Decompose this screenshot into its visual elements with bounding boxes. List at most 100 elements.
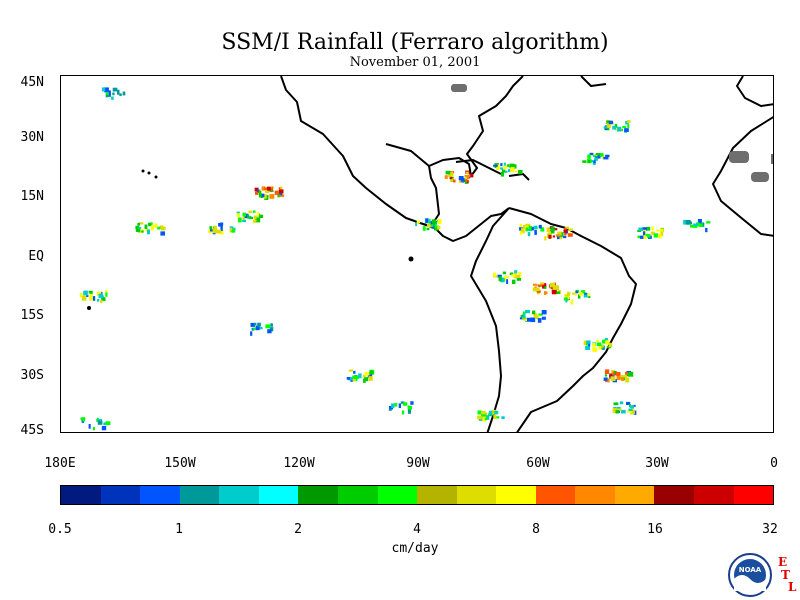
rain-pixel (615, 410, 619, 414)
rain-pixel (445, 170, 451, 175)
colorbar-tick-16: 16 (647, 522, 663, 537)
rain-pixel (620, 375, 625, 378)
rain-pixel (510, 166, 514, 169)
rain-pixel (650, 231, 655, 235)
colorbar-segment (575, 486, 615, 504)
rain-pixel (535, 287, 540, 291)
rain-pixel (269, 189, 274, 193)
rain-cluster (493, 270, 522, 285)
rain-pixel (141, 230, 144, 233)
rain-pixel (605, 154, 610, 158)
rain-pixel (542, 285, 546, 289)
rain-pixel (614, 124, 618, 128)
rain-pixel (353, 375, 357, 379)
rain-pixel (647, 226, 651, 231)
rain-cluster (388, 401, 414, 415)
hispaniola (508, 173, 530, 181)
lon-label-30w: 30W (645, 456, 669, 471)
rain-pixel (257, 190, 262, 194)
rain-pixel (508, 169, 511, 173)
lat-label-30s: 30S (20, 368, 44, 383)
rain-pixel (509, 163, 515, 169)
rain-pixel (504, 170, 508, 173)
north-america-west-coast (280, 76, 432, 227)
rain-pixel (557, 231, 562, 236)
rain-pixel (638, 227, 643, 232)
rain-pixel (621, 377, 624, 381)
rain-pixel (348, 369, 354, 372)
logo-letter-t: T (781, 568, 790, 582)
rain-pixel (533, 225, 538, 230)
rain-pixel (697, 219, 702, 224)
rain-pixel (519, 227, 524, 231)
rain-pixel (606, 123, 611, 128)
rain-pixel (567, 233, 573, 237)
rain-pixel (639, 235, 644, 239)
rain-pixel (216, 230, 220, 234)
rain-pixel (538, 313, 543, 316)
rain-pixel (83, 291, 88, 296)
rain-pixel (138, 226, 142, 229)
rain-pixel (139, 222, 144, 225)
rain-cluster (346, 369, 375, 383)
rain-pixel (514, 170, 517, 173)
lon-label-120w: 120W (283, 456, 315, 471)
rain-pixel (606, 120, 611, 124)
rain-pixel (625, 371, 628, 375)
rain-pixel (538, 224, 542, 229)
rain-pixel (613, 371, 617, 374)
rain-pixel (107, 94, 111, 97)
rain-cluster (477, 409, 505, 422)
colorbar-segment (614, 486, 655, 504)
rain-pixel (105, 292, 108, 297)
rain-pixel (242, 219, 246, 223)
rain-pixel (398, 403, 401, 408)
rain-pixel (621, 409, 626, 414)
rain-pixel (161, 226, 166, 231)
rain-pixel (352, 378, 356, 382)
rain-pixel (458, 176, 464, 181)
rain-cluster (519, 309, 547, 323)
rain-pixel (593, 160, 596, 164)
rain-pixel (212, 228, 218, 234)
rain-pixel (608, 120, 614, 125)
rain-pixel (572, 292, 576, 295)
rain-pixel (105, 93, 109, 98)
rain-pixel (388, 408, 392, 411)
rain-pixel (706, 221, 711, 224)
map-canvas (79, 76, 773, 432)
rain-pixel (547, 232, 552, 235)
rain-pixel (562, 235, 567, 239)
rain-pixel (565, 299, 568, 303)
lon-label-0: 0 (770, 456, 778, 471)
rain-pixel (258, 327, 263, 330)
rain-pixel (656, 229, 660, 232)
rain-pixel (254, 187, 258, 192)
rain-pixel (563, 233, 567, 236)
rain-pixel (260, 193, 265, 197)
rain-pixel (519, 317, 523, 320)
rain-pixel (548, 234, 552, 239)
rain-pixel (208, 229, 212, 234)
rain-pixel (416, 220, 421, 224)
rain-pixel (575, 290, 578, 294)
rain-pixel (148, 222, 151, 227)
rain-pixel (256, 217, 261, 223)
rain-pixel (522, 230, 525, 234)
rain-pixel (407, 409, 411, 414)
rain-pixel (481, 410, 486, 415)
rain-pixel (467, 174, 470, 180)
rain-pixel (105, 421, 111, 425)
rain-pixel (488, 410, 494, 416)
rain-cluster (250, 322, 274, 336)
colorbar-units: cm/day (391, 541, 439, 556)
rain-pixel (522, 313, 526, 319)
rain-pixel (444, 175, 448, 179)
rain-pixel (150, 226, 154, 231)
colorbar-tick-4: 4 (413, 522, 421, 537)
rain-pixel (108, 90, 111, 96)
rain-pixel (494, 416, 500, 419)
rain-pixel (415, 222, 418, 227)
rain-pixel (537, 284, 542, 287)
rain-pixel (458, 179, 462, 183)
